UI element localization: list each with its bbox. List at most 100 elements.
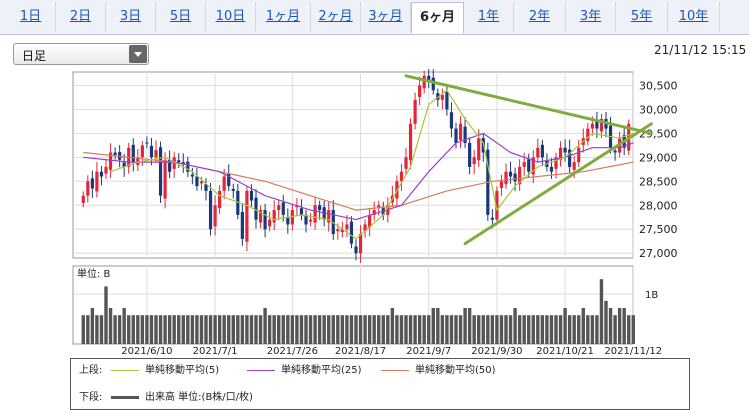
volume-bar <box>158 315 163 344</box>
tab-8[interactable]: 3ヶ月 <box>361 2 411 32</box>
candle-body <box>122 162 126 167</box>
volume-bar <box>490 315 495 344</box>
volume-bar <box>358 315 363 344</box>
volume-bar <box>463 308 467 344</box>
candle-body <box>81 195 85 203</box>
volume-bar <box>254 315 258 344</box>
candle-body <box>222 176 226 191</box>
volume-bar <box>86 315 90 344</box>
candle-body <box>472 157 476 165</box>
volume-bar <box>395 315 399 344</box>
candle-body <box>572 162 576 170</box>
tab-12[interactable]: 3年 <box>566 2 616 32</box>
volume-bar <box>95 315 99 344</box>
volume-bar <box>199 315 204 344</box>
candle-body <box>304 214 308 225</box>
legend-lower-row: 下段: 出来高 単位:(B株/口/枚) <box>79 391 253 405</box>
candle-body <box>436 93 440 100</box>
candle-body <box>368 214 372 228</box>
volume-bar <box>349 315 354 344</box>
candle-body <box>145 142 149 144</box>
volume-tick-label: 1B <box>645 290 658 301</box>
candle-body <box>477 138 481 161</box>
volume-bar <box>436 308 440 344</box>
tab-11[interactable]: 2年 <box>514 2 566 32</box>
candle-body <box>595 120 599 129</box>
volume-bar <box>545 315 549 344</box>
y-tick-label: 27,000 <box>639 247 678 260</box>
candle-body <box>531 157 535 175</box>
volume-bar <box>567 315 572 344</box>
candle-body <box>254 197 258 220</box>
volume-bar <box>431 308 435 344</box>
candle-body <box>277 205 281 211</box>
volume-bar <box>627 315 631 344</box>
candle-body <box>290 210 294 225</box>
tab-6[interactable]: 1ヶ月 <box>256 2 311 32</box>
candle-body <box>513 173 517 182</box>
volume-bar <box>522 315 526 344</box>
candle-body <box>463 126 467 143</box>
volume-bar <box>140 315 145 344</box>
legend-upper-row: 上段: 単純移動平均(5) 単純移動平均(25) 単純移動平均(50) <box>79 364 496 378</box>
trendline <box>404 74 653 135</box>
trendline <box>463 122 653 246</box>
tab-1[interactable]: 1日 <box>6 2 56 32</box>
candle-body <box>213 205 217 227</box>
volume-bar <box>345 315 349 344</box>
volume-bar <box>290 315 295 344</box>
volume-bar <box>572 315 576 344</box>
x-tick-label: 2021/10/21 <box>536 346 594 357</box>
x-tick-label: 2021/7/26 <box>267 346 318 357</box>
volume-bar <box>295 315 299 344</box>
candle-body <box>104 166 108 174</box>
volume-bar <box>554 315 558 344</box>
volume-bar <box>222 315 226 344</box>
chevron-down-icon[interactable] <box>129 45 147 63</box>
tab-14[interactable]: 10年 <box>668 2 720 32</box>
tab-10[interactable]: 1年 <box>464 2 514 32</box>
candle-body <box>354 246 358 254</box>
y-tick-label: 29,000 <box>639 151 678 164</box>
volume-bar <box>258 315 263 344</box>
volume-bar <box>177 315 181 344</box>
volume-bar <box>190 315 195 344</box>
candle-body <box>268 219 272 227</box>
candle-body <box>263 210 267 230</box>
volume-bar <box>240 315 245 344</box>
candle-body <box>231 188 235 191</box>
tab-2[interactable]: 2日 <box>56 2 106 32</box>
volume-bar <box>440 315 445 344</box>
tab-7[interactable]: 2ヶ月 <box>311 2 361 32</box>
tab-9[interactable]: 6ヶ月 <box>411 2 464 34</box>
candle-body <box>149 145 154 158</box>
chart-interval-select[interactable]: 日足 <box>13 43 149 65</box>
x-tick-label: 2021/6/10 <box>121 346 172 357</box>
volume-bar <box>390 308 395 344</box>
tab-5[interactable]: 10日 <box>206 2 256 32</box>
candle-body <box>408 123 413 161</box>
tab-3[interactable]: 3日 <box>106 2 156 32</box>
candle-body <box>131 144 135 163</box>
volume-bar <box>181 315 185 344</box>
volume-bar <box>477 315 481 344</box>
volume-bar <box>517 315 522 344</box>
candle-body <box>286 217 290 225</box>
volume-unit-label: 単位: B <box>77 267 111 280</box>
volume-bar <box>372 315 376 344</box>
x-tick-label: 2021/9/7 <box>406 346 451 357</box>
candle-body <box>431 77 435 91</box>
candle-body <box>413 99 417 124</box>
tab-13[interactable]: 5年 <box>616 2 668 32</box>
volume-bar <box>504 315 508 344</box>
tab-4[interactable]: 5日 <box>156 2 206 32</box>
volume-bar <box>449 315 454 344</box>
candle-body <box>186 161 190 172</box>
ma5-line <box>110 89 634 240</box>
volume-bar <box>313 315 317 344</box>
volume-bar <box>272 315 276 344</box>
candle-body <box>404 157 408 169</box>
candle-body <box>195 176 199 187</box>
candle-body <box>599 118 604 132</box>
